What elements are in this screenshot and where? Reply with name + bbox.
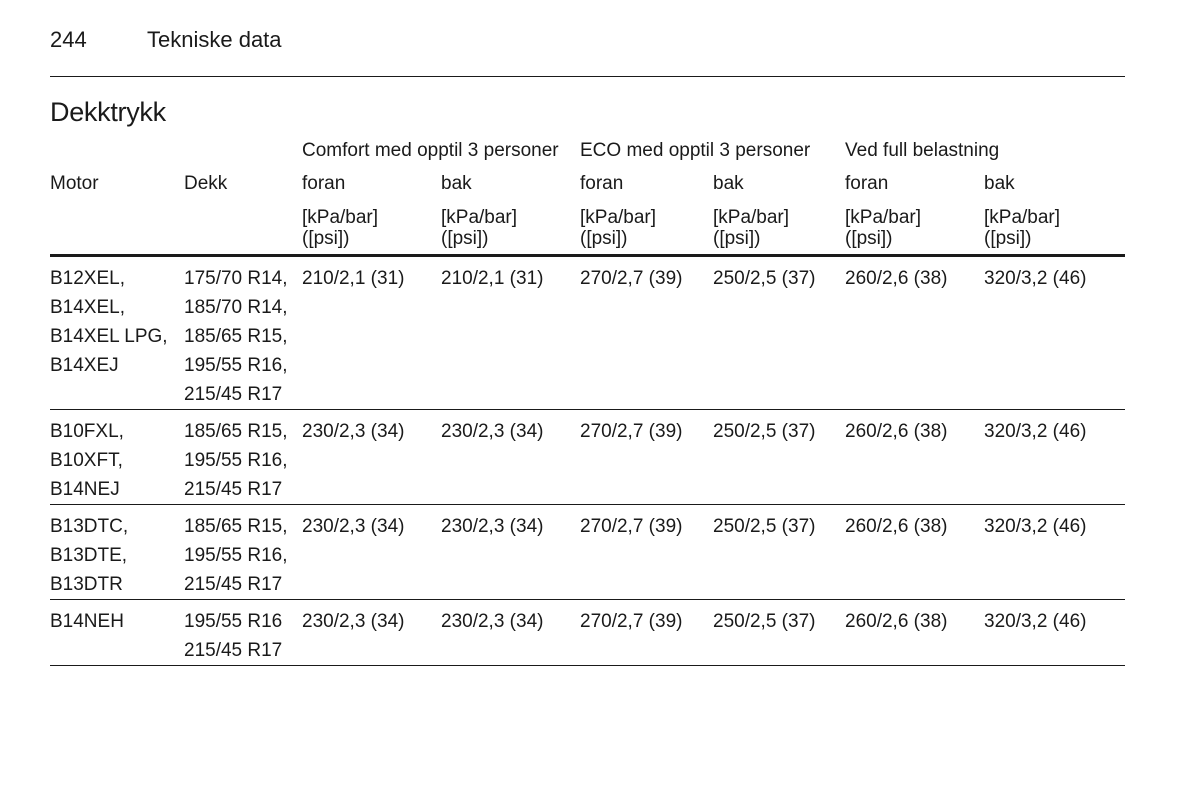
unit-label: [kPa/bar] ([psi]) bbox=[302, 207, 379, 249]
pressure-cell: 250/2,5 (37) bbox=[713, 516, 816, 537]
pressure-cell: 230/2,3 (34) bbox=[441, 421, 544, 442]
pressure-cell: 270/2,7 (39) bbox=[580, 268, 683, 289]
tire-pressure-table: Comfort med opptil 3 personer ECO med op… bbox=[50, 136, 1125, 666]
unit-label: [kPa/bar] ([psi]) bbox=[984, 207, 1061, 249]
table-row: B10FXL, B10XFT, B14NEJ 185/65 R15, 195/5… bbox=[50, 410, 1125, 505]
motor-cell: B10FXL, B10XFT, B14NEJ bbox=[50, 421, 124, 500]
unit-label: [kPa/bar] ([psi]) bbox=[580, 207, 657, 249]
column-header-comfort-rear: bak bbox=[441, 173, 472, 194]
section-title: Dekktrykk bbox=[50, 97, 166, 127]
tire-cell: 185/65 R15, 195/55 R16, 215/45 R17 bbox=[184, 421, 288, 500]
column-header-comfort-front: foran bbox=[302, 173, 346, 194]
pressure-cell: 260/2,6 (38) bbox=[845, 611, 948, 632]
pressure-cell: 250/2,5 (37) bbox=[713, 611, 816, 632]
pressure-cell: 210/2,1 (31) bbox=[302, 268, 405, 289]
unit-label: [kPa/bar] ([psi]) bbox=[845, 207, 922, 249]
column-header-motor: Motor bbox=[50, 173, 99, 194]
motor-cell: B12XEL, B14XEL, B14XEL LPG, B14XEJ bbox=[50, 268, 168, 376]
unit-label: [kPa/bar] ([psi]) bbox=[441, 207, 518, 249]
tire-cell: 185/65 R15, 195/55 R16, 215/45 R17 bbox=[184, 516, 288, 595]
pressure-cell: 230/2,3 (34) bbox=[441, 516, 544, 537]
pressure-cell: 260/2,6 (38) bbox=[845, 421, 948, 442]
column-header-eco-rear: bak bbox=[713, 173, 744, 194]
pressure-cell: 320/3,2 (46) bbox=[984, 611, 1087, 632]
unit-label: [kPa/bar] ([psi]) bbox=[713, 207, 790, 249]
table-row: B12XEL, B14XEL, B14XEL LPG, B14XEJ 175/7… bbox=[50, 257, 1125, 410]
pressure-cell: 210/2,1 (31) bbox=[441, 268, 544, 289]
pressure-cell: 260/2,6 (38) bbox=[845, 516, 948, 537]
tire-cell: 195/55 R16 215/45 R17 bbox=[184, 611, 283, 661]
pressure-cell: 260/2,6 (38) bbox=[845, 268, 948, 289]
group-header-eco: ECO med opptil 3 personer bbox=[580, 140, 811, 161]
pressure-cell: 320/3,2 (46) bbox=[984, 421, 1087, 442]
column-header-dekk: Dekk bbox=[184, 173, 228, 194]
column-header-eco-front: foran bbox=[580, 173, 624, 194]
pressure-cell: 230/2,3 (34) bbox=[302, 421, 405, 442]
pressure-cell: 230/2,3 (34) bbox=[302, 516, 405, 537]
pressure-cell: 270/2,7 (39) bbox=[580, 516, 683, 537]
pressure-cell: 270/2,7 (39) bbox=[580, 611, 683, 632]
page-number: 244 bbox=[50, 27, 87, 52]
motor-cell: B13DTC, B13DTE, B13DTR bbox=[50, 516, 129, 595]
pressure-cell: 250/2,5 (37) bbox=[713, 268, 816, 289]
tire-cell: 175/70 R14, 185/70 R14, 185/65 R15, 195/… bbox=[184, 268, 288, 405]
table-row: B13DTC, B13DTE, B13DTR 185/65 R15, 195/5… bbox=[50, 505, 1125, 600]
group-header-full-load: Ved full belastning bbox=[845, 140, 1000, 161]
pressure-cell: 230/2,3 (34) bbox=[302, 611, 405, 632]
pressure-cell: 230/2,3 (34) bbox=[441, 611, 544, 632]
pressure-cell: 320/3,2 (46) bbox=[984, 268, 1087, 289]
running-title: Tekniske data bbox=[147, 27, 282, 52]
column-header-full-rear: bak bbox=[984, 173, 1015, 194]
table-row: B14NEH 195/55 R16 215/45 R17 230/2,3 (34… bbox=[50, 600, 1125, 666]
page-header: 244 Tekniske data bbox=[50, 26, 1125, 77]
motor-cell: B14NEH bbox=[50, 611, 124, 632]
pressure-cell: 270/2,7 (39) bbox=[580, 421, 683, 442]
group-header-comfort: Comfort med opptil 3 personer bbox=[302, 140, 559, 161]
column-header-full-front: foran bbox=[845, 173, 889, 194]
table-header: Comfort med opptil 3 personer ECO med op… bbox=[50, 136, 1125, 257]
pressure-cell: 250/2,5 (37) bbox=[713, 421, 816, 442]
pressure-cell: 320/3,2 (46) bbox=[984, 516, 1087, 537]
